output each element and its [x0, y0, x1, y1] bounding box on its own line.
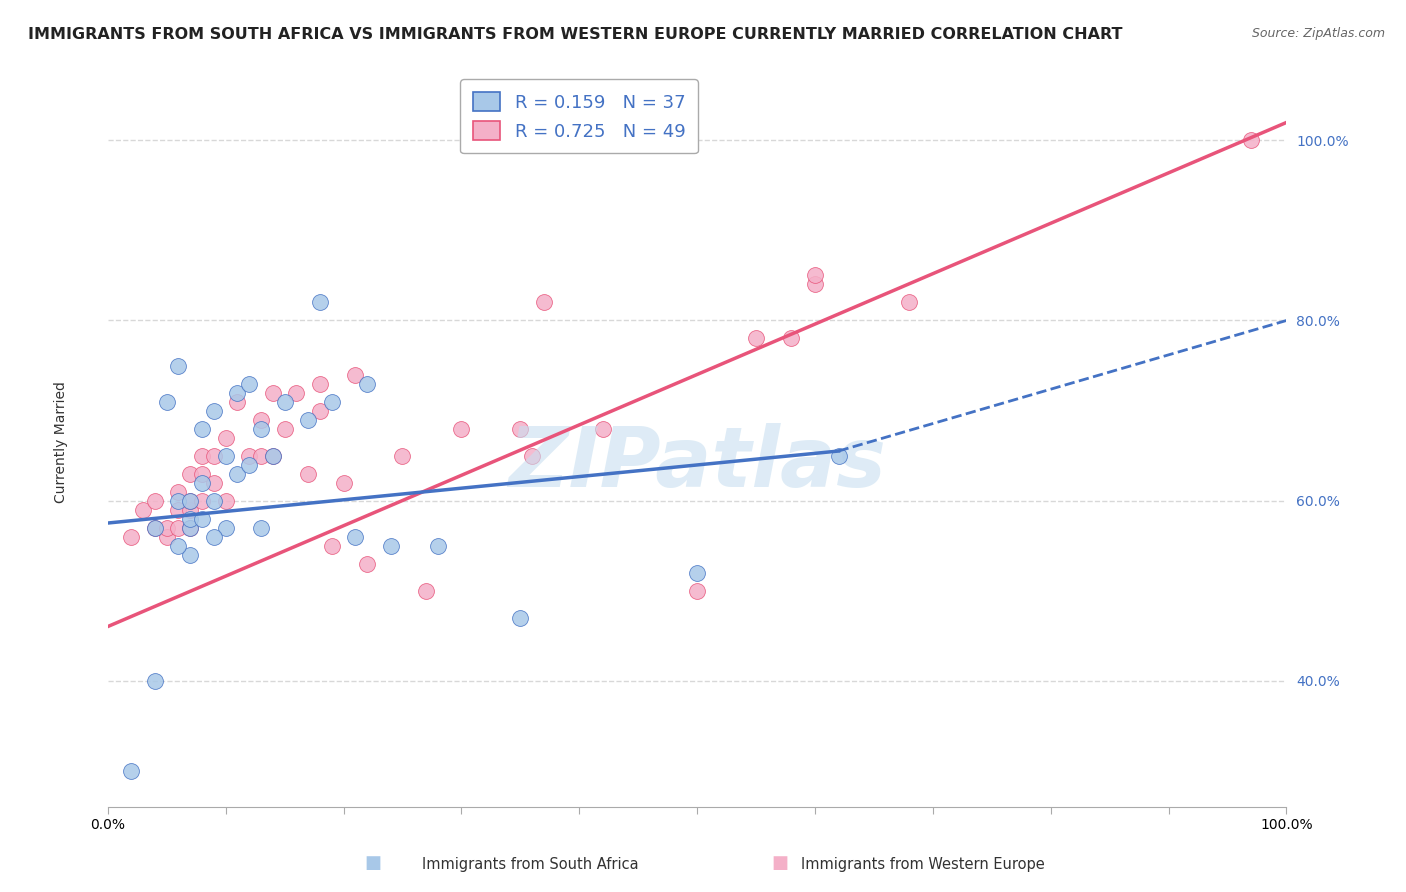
Point	[226, 385, 249, 400]
Point	[380, 539, 402, 553]
Point	[250, 421, 273, 435]
Point	[344, 368, 367, 382]
Text: ■: ■	[364, 855, 381, 872]
Point	[167, 493, 190, 508]
Point	[179, 493, 201, 508]
Point	[520, 449, 543, 463]
Point	[238, 458, 260, 472]
Point	[202, 529, 225, 543]
Point	[202, 493, 225, 508]
Point	[143, 673, 166, 688]
Point	[191, 467, 214, 481]
Point	[262, 385, 284, 400]
Point	[214, 430, 236, 444]
Point	[426, 539, 449, 553]
Point	[191, 421, 214, 435]
Point	[179, 502, 201, 516]
Text: IMMIGRANTS FROM SOUTH AFRICA VS IMMIGRANTS FROM WESTERN EUROPE CURRENTLY MARRIED: IMMIGRANTS FROM SOUTH AFRICA VS IMMIGRAN…	[28, 27, 1122, 42]
Point	[156, 529, 179, 543]
Point	[191, 449, 214, 463]
Point	[250, 412, 273, 426]
Text: Immigrants from Western Europe: Immigrants from Western Europe	[801, 857, 1045, 872]
Point	[202, 403, 225, 417]
Point	[1240, 133, 1263, 147]
Point	[250, 520, 273, 534]
Point	[321, 539, 343, 553]
Point	[250, 449, 273, 463]
Point	[391, 449, 413, 463]
Point	[167, 539, 190, 553]
Text: ■: ■	[772, 855, 789, 872]
Point	[214, 493, 236, 508]
Point	[132, 502, 155, 516]
Point	[238, 449, 260, 463]
Point	[226, 467, 249, 481]
Point	[262, 449, 284, 463]
Point	[332, 475, 354, 490]
Point	[686, 566, 709, 580]
Point	[804, 268, 827, 283]
Legend: R = 0.159   N = 37, R = 0.725   N = 49: R = 0.159 N = 37, R = 0.725 N = 49	[461, 79, 697, 153]
Point	[143, 520, 166, 534]
Point	[297, 467, 319, 481]
Point	[167, 484, 190, 499]
Point	[285, 385, 308, 400]
Point	[309, 403, 332, 417]
Point	[592, 421, 614, 435]
Point	[804, 277, 827, 292]
Point	[179, 520, 201, 534]
Point	[156, 520, 179, 534]
Point	[214, 449, 236, 463]
Point	[179, 493, 201, 508]
Point	[167, 359, 190, 373]
Point	[191, 511, 214, 525]
Point	[191, 493, 214, 508]
Point	[156, 394, 179, 409]
Point	[120, 529, 142, 543]
Point	[143, 493, 166, 508]
Point	[167, 520, 190, 534]
Point	[179, 548, 201, 562]
Text: Currently Married: Currently Married	[53, 381, 67, 503]
Point	[202, 449, 225, 463]
Point	[686, 583, 709, 598]
Point	[780, 331, 803, 345]
Text: Immigrants from South Africa: Immigrants from South Africa	[422, 857, 638, 872]
Point	[143, 520, 166, 534]
Point	[415, 583, 437, 598]
Point	[450, 421, 472, 435]
Point	[179, 467, 201, 481]
Point	[309, 295, 332, 310]
Point	[309, 376, 332, 391]
Point	[191, 475, 214, 490]
Point	[214, 520, 236, 534]
Point	[827, 449, 849, 463]
Point	[509, 421, 531, 435]
Point	[745, 331, 768, 345]
Point	[509, 610, 531, 624]
Point	[356, 376, 378, 391]
Point	[202, 475, 225, 490]
Text: Source: ZipAtlas.com: Source: ZipAtlas.com	[1251, 27, 1385, 40]
Point	[262, 449, 284, 463]
Point	[356, 557, 378, 571]
Point	[273, 394, 295, 409]
Point	[226, 394, 249, 409]
Point	[120, 764, 142, 778]
Text: ZIPatlas: ZIPatlas	[508, 424, 886, 504]
Point	[321, 394, 343, 409]
Point	[167, 502, 190, 516]
Point	[179, 520, 201, 534]
Point	[179, 511, 201, 525]
Point	[273, 421, 295, 435]
Point	[898, 295, 921, 310]
Point	[297, 412, 319, 426]
Point	[344, 529, 367, 543]
Point	[533, 295, 555, 310]
Point	[238, 376, 260, 391]
